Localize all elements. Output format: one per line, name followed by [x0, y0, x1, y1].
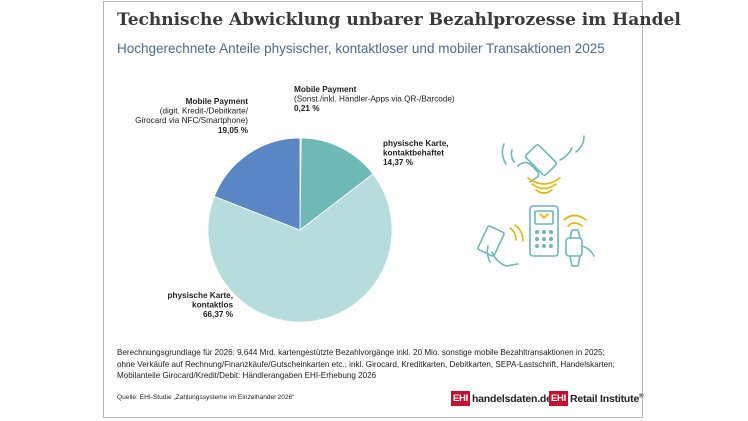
source-note: Quelle: EHI-Studie „Zahlungssysteme im E… [117, 394, 295, 401]
slice-label-line: physische Karte, [167, 291, 233, 300]
slice-label: Mobile Payment (Sonst./inkl. Händler-Apps… [294, 85, 455, 113]
smartphone-payment-icon [501, 135, 585, 183]
handelsdaten-logo: EHI handelsdaten.de [451, 391, 552, 406]
ehi-retail-institute-logo: EHI Retail Institute® [549, 391, 644, 406]
slice-label-line: 66,37 % [203, 310, 234, 319]
contactless-card-icon [477, 224, 524, 267]
card-terminal-icon [529, 205, 559, 257]
slice-label-line: Mobile Payment [294, 85, 357, 94]
slice-label-line: Mobile Payment [186, 97, 249, 106]
chart-title: Technische Abwicklung unbarer Bezahlproz… [117, 10, 681, 30]
logo-box: EHI [451, 391, 470, 406]
slice-label-line: kontaktlos [192, 301, 233, 310]
slice-label-line: 14,37 % [383, 158, 414, 167]
slice-label: physische Karte, kontaktbehaftet 14,37 % [383, 139, 449, 167]
footnote-line: ohne Verkäufe auf Rechnung/Finanzkäufe/G… [117, 359, 615, 369]
logo-text: Retail Institute® [569, 392, 644, 405]
slice-mobile-payment-nfc [213, 137, 301, 231]
slice-label-line: kontaktbehaftet [383, 149, 444, 158]
footnote-line: Mobilanteile Girocard/Kredit/Debit: Händ… [117, 371, 377, 380]
logo-name: Retail Institute [569, 392, 640, 405]
slice-card-contactless [207, 173, 393, 323]
footnote: Berechnungsgrundlage für 2026: 9,644 Mrd… [117, 347, 637, 382]
chart-subtitle: Hochgerechnete Anteile physischer, konta… [117, 41, 605, 56]
footnote-line: Berechnungsgrundlage für 2026: 9,644 Mrd… [117, 348, 605, 357]
registered-mark: ® [639, 393, 644, 399]
slice-label-line: Girocard via NFC/Smartphone) [135, 116, 248, 125]
slice-label: Mobile Payment (digit. Kredit-/Debitkarte… [135, 97, 249, 135]
slice-label-line: (digit. Kredit-/Debitkarte/ [160, 107, 249, 116]
slice-label-line: physische Karte, [383, 139, 449, 148]
logo-text: handelsdaten.de [471, 392, 552, 405]
slice-card-contact [299, 137, 374, 231]
slice-label-line: 0,21 % [294, 104, 320, 113]
smartwatch-icon [563, 214, 595, 267]
logo-box: EHI [549, 391, 568, 406]
slice-label-line: 19,05 % [218, 126, 249, 135]
slice-label-line: (Sonst./inkl. Händler-Apps via QR-/Barco… [294, 95, 455, 104]
slice-label: physische Karte, kontaktlos 66,37 % [167, 291, 233, 319]
contactless-waves-icon [527, 177, 561, 194]
